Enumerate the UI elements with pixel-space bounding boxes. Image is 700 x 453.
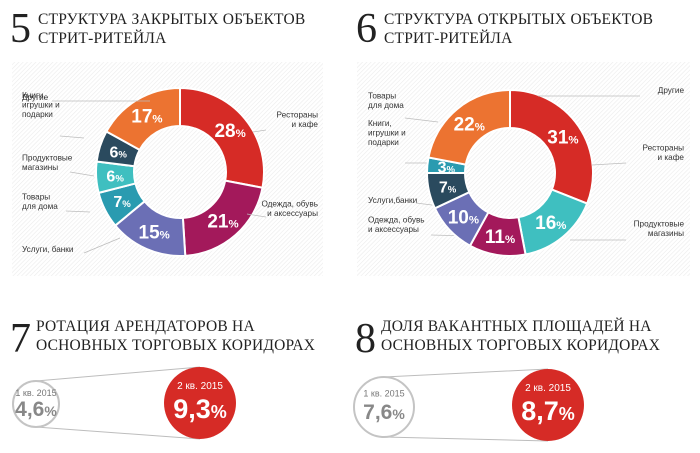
slice-value-label: 28% [214, 121, 245, 142]
category-label: подарки [22, 110, 53, 119]
figure-number: 8 [355, 316, 376, 362]
leader-line [246, 213, 267, 218]
bubble-label: 2 кв. 2015 [177, 381, 223, 392]
chart-title-line-1: ДОЛЯ ВАКАНТНЫХ ПЛОЩАДЕЙ НА [381, 318, 652, 335]
bubble-label: 1 кв. 2015 [363, 389, 404, 399]
bubble-value: 4,6% [15, 398, 57, 421]
category-label: Одежда, обувь [261, 200, 318, 209]
bubble-label: 2 кв. 2015 [525, 383, 571, 394]
chart-title-line-1: РОТАЦИЯ АРЕНДАТОРОВ НА [36, 318, 255, 335]
panel-tenant-rotation: 7 РОТАЦИЯ АРЕНДАТОРОВ НА ОСНОВНЫХ ТОРГОВ… [10, 316, 315, 440]
leader-line [591, 162, 627, 166]
category-label: Другие [22, 93, 49, 102]
donut-slice [509, 88, 594, 205]
bubble-value: 9,3% [173, 394, 227, 424]
current-quarter-bubble [512, 369, 584, 441]
slice-value-label: 17% [131, 107, 162, 128]
category-label: Товары [368, 92, 396, 101]
category-label: Рестораны [277, 111, 319, 120]
category-label: подарки [368, 138, 399, 147]
slice-value-label: 7% [439, 180, 457, 197]
bubble-label: 1 кв. 2015 [15, 388, 56, 398]
leader-line [59, 135, 85, 139]
bubble-value: 7,6% [363, 401, 405, 424]
category-label: и аксессуары [267, 209, 318, 218]
donut-slice [105, 86, 181, 152]
previous-quarter-bubble [353, 376, 415, 438]
current-quarter-bubble [164, 367, 236, 439]
donut-slice [427, 88, 511, 166]
connector-line [35, 366, 201, 440]
category-label: Продуктовые [22, 154, 73, 163]
slice-value-label: 22% [454, 114, 485, 135]
slice-value-label: 16% [535, 213, 566, 234]
slice-value-label: 11% [485, 227, 515, 248]
slice-value-label: 7% [113, 194, 131, 211]
chart-title-line-1: СТРУКТУРА ЗАКРЫТЫХ ОБЪЕКТОВ [38, 11, 305, 28]
figure-number: 5 [10, 6, 31, 52]
leader-line [404, 117, 439, 123]
chart-title-line-2: ОСНОВНЫХ ТОРГОВЫХ КОРИДОРАХ [381, 337, 660, 354]
category-label: Книги, [368, 119, 392, 128]
category-label: Книги, [22, 91, 46, 100]
slice-value-label: 21% [207, 211, 238, 232]
category-label: Другие [658, 86, 685, 95]
previous-quarter-bubble [12, 380, 60, 428]
bubble-comparison-vacancy: 1 кв. 2015 7,6% 2 кв. 2015 8,7% [353, 368, 584, 442]
panel-closed-objects: 5 СТРУКТУРА ЗАКРЫТЫХ ОБЪЕКТОВ СТРИТ-РИТЕ… [10, 6, 323, 276]
figure-number: 6 [356, 6, 377, 52]
figure-number: 7 [10, 316, 31, 362]
slice-value-label: 3% [438, 160, 456, 177]
category-label: магазины [648, 229, 684, 238]
category-label: Одежда, обувь [368, 216, 425, 225]
chart-title-line-1: СТРУКТУРА ОТКРЫТЫХ ОБЪЕКТОВ [384, 11, 653, 28]
category-label: игрушки и [368, 129, 406, 138]
leader-line [69, 171, 95, 177]
chart-title-line-2: ОСНОВНЫХ ТОРГОВЫХ КОРИДОРАХ [36, 337, 315, 354]
category-label: Рестораны [643, 144, 685, 153]
panel-vacancy-share: 8 ДОЛЯ ВАКАНТНЫХ ПЛОЩАДЕЙ НА ОСНОВНЫХ ТО… [353, 316, 660, 442]
category-label: игрушки и [22, 101, 60, 110]
bubble-value: 8,7% [521, 396, 575, 426]
slice-value-label: 10% [448, 207, 479, 228]
panel-open-objects: 6 СТРУКТУРА ОТКРЫТЫХ ОБЪЕКТОВ СТРИТ-РИТЕ… [356, 6, 690, 276]
slice-value-label: 6% [109, 145, 127, 162]
slice-value-label: 6% [106, 169, 124, 186]
category-label: и аксессуары [368, 225, 419, 234]
category-label: Продуктовые [634, 220, 685, 229]
category-label: для дома [22, 202, 58, 211]
leader-line [83, 237, 121, 254]
chart-title-line-2: СТРИТ-РИТЕЙЛА [384, 30, 513, 47]
category-label: магазины [22, 163, 58, 172]
leader-line [65, 210, 91, 213]
category-label: Товары [22, 193, 50, 202]
connector-line [383, 368, 549, 442]
slice-value-label: 31% [547, 128, 578, 149]
category-label: и кафе [292, 120, 319, 129]
slice-value-label: 15% [139, 222, 170, 243]
category-label: для дома [368, 101, 404, 110]
category-label: Услуги,банки [368, 196, 417, 205]
chart-title-line-2: СТРИТ-РИТЕЙЛА [38, 30, 167, 47]
category-label: и кафе [658, 153, 685, 162]
category-label: Услуги, банки [22, 245, 73, 254]
donut-slice [179, 86, 265, 189]
leader-line [252, 129, 267, 133]
